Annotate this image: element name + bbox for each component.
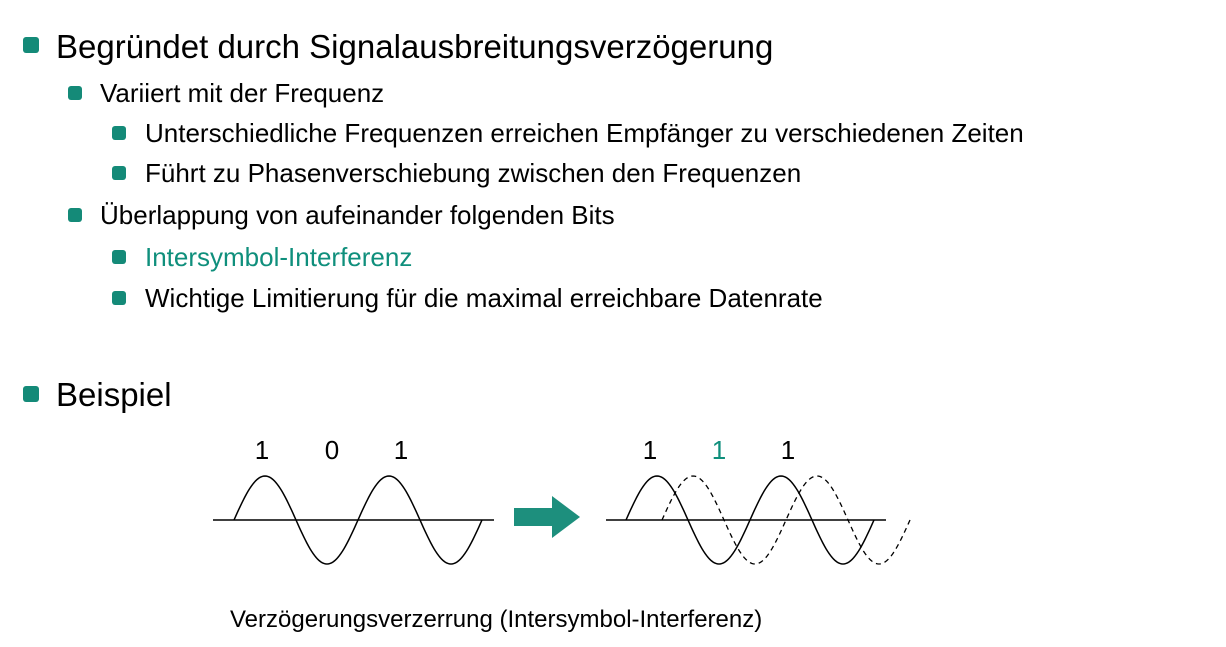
signal-wave-left (233, 475, 483, 565)
bullet-text-level1: Beispiel (56, 376, 172, 413)
signal-wave-original (625, 475, 875, 565)
bullet-text-level2: Überlappung von aufeinander folgenden Bi… (100, 200, 615, 230)
bullet-text-level1: Begründet durch Signalausbreitungsverzög… (56, 28, 774, 65)
bullet-icon (112, 126, 126, 140)
bit-label: 0 (325, 435, 339, 465)
bit-label: 1 (781, 435, 795, 465)
bullet-text-level2: Variiert mit der Frequenz (100, 78, 385, 108)
right-arrow-icon (514, 496, 580, 538)
bullet-icon (112, 291, 126, 305)
bullet-icon (23, 37, 39, 53)
bullet-icon (112, 166, 126, 180)
bullet-text-level3: Unterschiedliche Frequenzen erreichen Em… (145, 118, 1024, 148)
diagram-caption: Verzögerungsverzerrung (Intersymbol-Inte… (230, 606, 763, 633)
intersymbol-term: Intersymbol-Interferenz (145, 242, 413, 272)
bit-label: 1 (255, 435, 269, 465)
bit-label: 1 (394, 435, 408, 465)
bullet-icon (68, 86, 82, 100)
bullet-icon (112, 250, 126, 264)
bullet-text-level3: Führt zu Phasenverschiebung zwischen den… (145, 158, 802, 188)
bit-label-error: 1 (712, 435, 726, 465)
bullet-text-level3: Wichtige Limitierung für die maximal err… (145, 283, 823, 313)
bit-label: 1 (643, 435, 657, 465)
bullet-icon (68, 208, 82, 222)
bullet-icon (23, 386, 39, 402)
